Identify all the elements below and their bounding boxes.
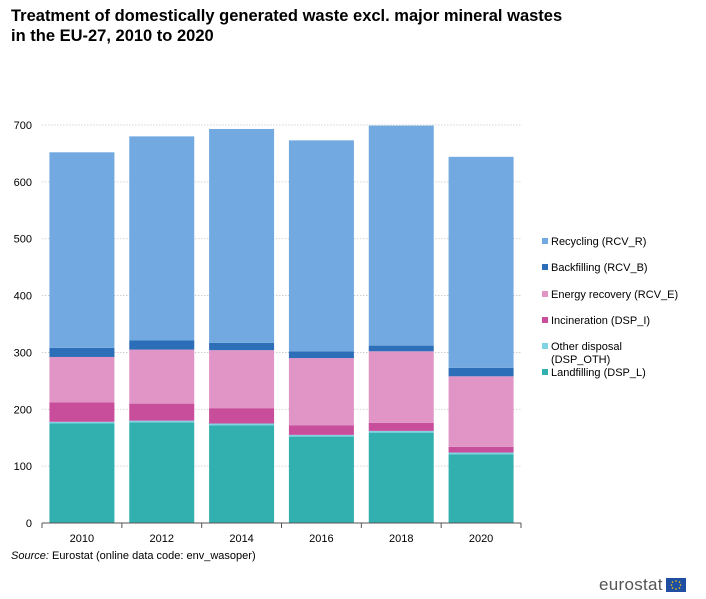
y-tick-label: 200 <box>14 404 32 416</box>
legend-label: Incineration (DSP_I) <box>551 315 650 327</box>
x-tick-label: 2012 <box>150 533 174 545</box>
source-label: Source: <box>11 550 49 562</box>
eu-flag-icon <box>665 578 686 592</box>
source-note: Source: Eurostat (online data code: env_… <box>11 550 256 562</box>
x-tick-label: 2014 <box>229 533 253 545</box>
bar-segment <box>288 351 354 359</box>
legend-label: Recycling (RCV_R) <box>551 236 646 248</box>
bar-segment <box>129 349 195 404</box>
bar-segment <box>49 421 115 424</box>
bar-segment <box>288 358 354 426</box>
bar-segment <box>209 425 275 523</box>
legend-swatch <box>542 317 548 323</box>
bar-segment <box>129 340 195 350</box>
eurostat-logo: eurostat <box>599 575 686 594</box>
x-tick-label: 2020 <box>469 533 493 545</box>
bar-segment <box>448 446 514 453</box>
bar-segment <box>129 136 195 341</box>
bar-segment <box>49 423 115 523</box>
bar-segment <box>368 125 434 346</box>
legend-label: Landfilling (DSP_L) <box>551 367 646 379</box>
bar-segment <box>368 432 434 523</box>
x-tick-label: 2010 <box>70 533 94 545</box>
bar-segment <box>49 356 115 403</box>
y-tick-label: 0 <box>26 518 32 530</box>
y-tick-label: 700 <box>14 120 32 132</box>
y-tick-label: 400 <box>14 291 32 303</box>
bar-segment <box>209 342 275 351</box>
legend-swatch <box>542 291 548 297</box>
bar-segment <box>288 434 354 437</box>
bar-segment <box>288 140 354 352</box>
bar-segment <box>368 430 434 433</box>
y-tick-label: 300 <box>14 347 32 359</box>
bar-segment <box>448 452 514 455</box>
bar-segment <box>288 425 354 435</box>
bar-segment <box>209 350 275 409</box>
logo-text: eurostat <box>599 575 663 594</box>
bar-segment <box>368 351 434 423</box>
y-tick-label: 100 <box>14 461 32 473</box>
bar-segment <box>49 152 115 348</box>
legend-label: Other disposal <box>551 341 622 353</box>
bar-segment <box>129 422 195 523</box>
x-tick-label: 2016 <box>309 533 333 545</box>
bar-segment <box>129 420 195 423</box>
bar-segment <box>129 403 195 421</box>
bar-segment <box>209 423 275 426</box>
y-tick-label: 600 <box>14 177 32 189</box>
legend-label: Energy recovery (RCV_E) <box>551 289 678 301</box>
legend-label: (DSP_OTH) <box>551 354 610 366</box>
legend-swatch <box>542 264 548 270</box>
source-text: Eurostat (online data code: env_wasoper) <box>48 550 256 562</box>
bar-segment <box>448 376 514 447</box>
bar-segment <box>448 454 514 523</box>
bar-segment <box>49 402 115 422</box>
chart-title: Treatment of domestically generated wast… <box>11 7 563 45</box>
bar-segment <box>368 422 434 431</box>
bars <box>49 125 514 523</box>
legend-label: Backfilling (RCV_B) <box>551 262 648 274</box>
x-tick-label: 2018 <box>389 533 413 545</box>
gridlines <box>42 124 521 467</box>
legend: Recycling (RCV_R) Backfilling (RCV_B) Ener… <box>542 236 678 379</box>
legend-swatch <box>542 238 548 244</box>
bar-segment <box>368 345 434 352</box>
bar-segment <box>448 156 514 368</box>
legend-swatch <box>542 343 548 349</box>
legend-swatch <box>542 369 548 375</box>
bar-segment <box>448 367 514 377</box>
bar-segment <box>288 436 354 523</box>
y-tick-label: 500 <box>14 234 32 246</box>
axes: 0 100 200 300 400 500 600 700 2010 2012 2014 2016 20… <box>14 120 522 545</box>
bar-segment <box>209 408 275 424</box>
bar-segment <box>209 128 275 343</box>
bar-segment <box>49 347 115 357</box>
